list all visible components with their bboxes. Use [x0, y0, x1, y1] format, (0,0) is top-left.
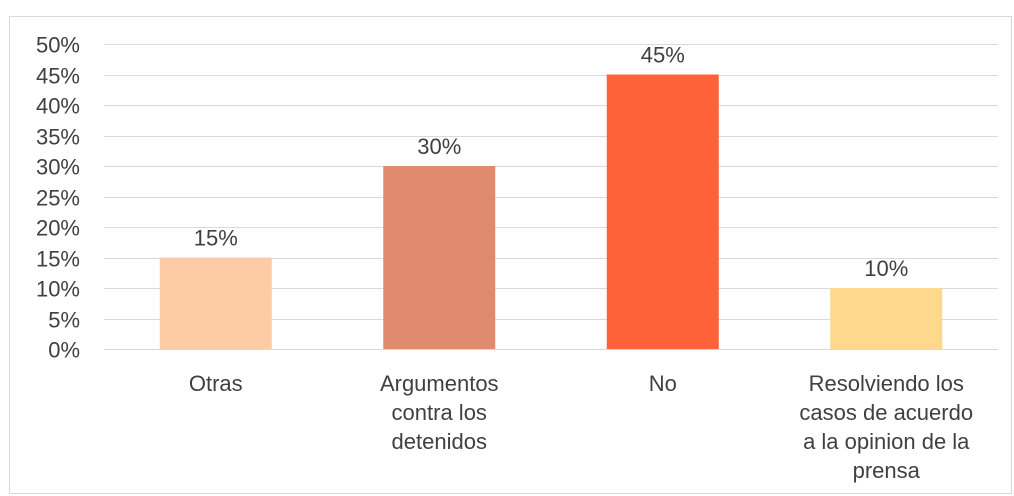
- y-tick-label: 45%: [36, 64, 80, 89]
- y-tick-label: 5%: [48, 308, 80, 333]
- data-label: 45%: [641, 43, 685, 68]
- bar: [159, 257, 272, 349]
- bar: [830, 288, 943, 349]
- y-tick-label: 40%: [36, 94, 80, 119]
- category-label: No: [649, 371, 677, 396]
- category-label: Otras: [189, 371, 243, 396]
- y-axis-ticks: 0% 5% 10% 15% 20% 25% 30% 35% 40% 45% 50%: [36, 33, 80, 363]
- category-label: Resolviendo los casos de acuerdo a la opin…: [799, 371, 973, 483]
- y-tick-label: 10%: [36, 277, 80, 302]
- data-labels: 15% 30% 45% 10%: [194, 43, 909, 282]
- y-tick-label: 50%: [36, 33, 80, 58]
- y-tick-label: 20%: [36, 216, 80, 241]
- chart-frame: [9, 16, 1012, 494]
- bars: [159, 74, 943, 349]
- y-tick-label: 35%: [36, 125, 80, 150]
- y-tick-label: 0%: [48, 338, 80, 363]
- category-label: Argumentos contra los detenidos: [380, 371, 499, 454]
- y-tick-label: 30%: [36, 155, 80, 180]
- bar: [383, 166, 496, 349]
- bar: [606, 74, 719, 349]
- data-label: 30%: [417, 134, 461, 159]
- data-label: 10%: [864, 256, 908, 281]
- x-axis-categories: Otras Argumentos contra los detenidos No Reso…: [189, 371, 973, 483]
- data-label: 15%: [194, 226, 238, 251]
- y-tick-label: 15%: [36, 247, 80, 272]
- y-tick-label: 25%: [36, 186, 80, 211]
